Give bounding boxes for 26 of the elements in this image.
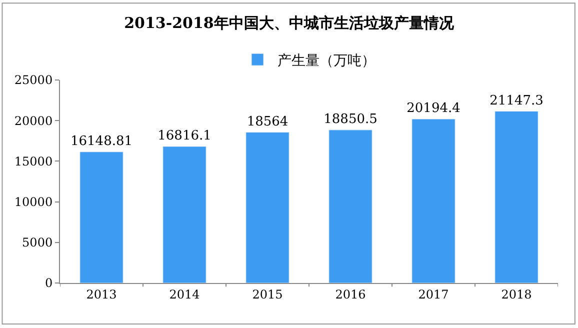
y-tick-label: 20000 xyxy=(14,114,53,128)
bar xyxy=(412,118,456,283)
data-label: 21147.3 xyxy=(490,93,544,108)
y-tick-label: 15000 xyxy=(14,154,53,168)
y-tick-label: 25000 xyxy=(14,73,53,88)
x-tick-label: 2017 xyxy=(418,287,449,302)
y-tick-label: 10000 xyxy=(14,195,53,209)
bar xyxy=(328,130,372,283)
y-tick-label: 0 xyxy=(44,276,53,290)
data-label: 20194.4 xyxy=(406,101,460,116)
bar xyxy=(494,111,538,283)
legend-label: 产生量（万吨） xyxy=(278,53,376,69)
data-label: 16816.1 xyxy=(158,128,212,144)
chart-title: 2013-2018年中国大、中城市生活垃圾产量情况 xyxy=(124,14,455,32)
data-label: 18850.5 xyxy=(324,112,378,127)
data-label: 16148.81 xyxy=(70,134,133,149)
x-tick-label: 2015 xyxy=(252,287,283,302)
bar xyxy=(246,132,290,283)
y-tick-label: 5000 xyxy=(22,236,53,250)
x-tick-label: 2016 xyxy=(335,287,366,302)
x-tick-label: 2013 xyxy=(86,287,117,302)
x-tick-label: 2018 xyxy=(501,287,532,302)
bar xyxy=(162,146,206,283)
bar xyxy=(80,152,124,283)
x-tick-label: 2014 xyxy=(169,287,200,302)
data-label: 18564 xyxy=(246,114,288,130)
